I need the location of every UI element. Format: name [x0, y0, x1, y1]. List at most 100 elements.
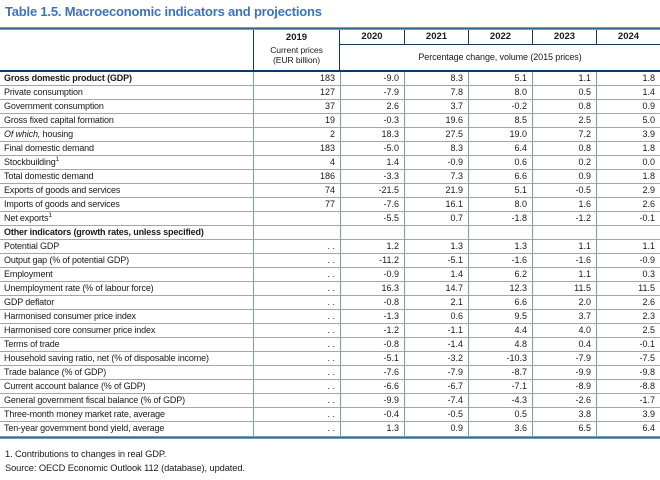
cell-2020	[340, 226, 404, 239]
cell-2022: 8.0	[468, 198, 532, 211]
row-label: Unemployment rate (% of labour force)	[4, 283, 154, 293]
cell-2024: 1.8	[596, 72, 660, 85]
table-row: Net exports1 -5.5 0.7 -1.8 -1.2 -0.1	[0, 212, 660, 226]
cell-2019: . .	[253, 394, 340, 407]
cell-2024: -9.8	[596, 366, 660, 379]
cell-2019: . .	[253, 324, 340, 337]
cell-2023: 1.1	[532, 268, 596, 281]
header-year-2024: 2024	[596, 30, 660, 44]
cell-2021: 0.6	[404, 310, 468, 323]
cell-2019: 127	[253, 86, 340, 99]
cell-2022: 6.6	[468, 296, 532, 309]
cell-2021: -7.9	[404, 366, 468, 379]
row-label: General government fiscal balance (% of …	[4, 395, 185, 405]
cell-2024: -0.1	[596, 338, 660, 351]
cell-2021: 21.9	[404, 184, 468, 197]
cell-2020: -3.3	[340, 170, 404, 183]
cell-2024: 2.5	[596, 324, 660, 337]
row-label-italic: Of which,	[4, 129, 41, 139]
row-label: Gross domestic product (GDP)	[4, 73, 132, 83]
cell-2024: -0.9	[596, 254, 660, 267]
cell-2019: . .	[253, 268, 340, 281]
row-label: Terms of trade	[4, 339, 60, 349]
cell-2024: 2.3	[596, 310, 660, 323]
cell-2024: -1.7	[596, 394, 660, 407]
cell-2023: 0.4	[532, 338, 596, 351]
cell-2024: 3.9	[596, 408, 660, 421]
table-row: Exports of goods and services 74 -21.5 21.9…	[0, 184, 660, 198]
cell-2024: 11.5	[596, 282, 660, 295]
cell-2022: -7.1	[468, 380, 532, 393]
row-label: Exports of goods and services	[4, 185, 121, 195]
cell-2024: 0.9	[596, 100, 660, 113]
cell-2019: . .	[253, 366, 340, 379]
table-row: Of which, housing 2 18.3 27.5 19.0 7.2 3.9	[0, 128, 660, 142]
header-year-2020: 2020	[361, 31, 383, 42]
cell-2021: 27.5	[404, 128, 468, 141]
cell-2023: -2.6	[532, 394, 596, 407]
footnote-marker: 1	[48, 212, 52, 219]
cell-2024: 2.6	[596, 198, 660, 211]
row-label: Employment	[4, 269, 53, 279]
cell-2019: 37	[253, 100, 340, 113]
row-label: Household saving ratio, net (% of dispos…	[4, 353, 209, 363]
header-2019-sub2: (EUR billion)	[273, 55, 320, 65]
cell-2021: 0.7	[404, 212, 468, 225]
table-row: Employment . . -0.9 1.4 6.2 1.1 0.3	[0, 268, 660, 282]
cell-2022	[468, 226, 532, 239]
cell-2023: 3.8	[532, 408, 596, 421]
cell-2024: -7.5	[596, 352, 660, 365]
table-row: Gross fixed capital formation 19 -0.3 19.6 8…	[0, 114, 660, 128]
cell-2023: 11.5	[532, 282, 596, 295]
header-year-row: 2020 2021 2022 2023 2024	[340, 30, 660, 45]
header-2019-sub1: Current prices	[270, 45, 323, 55]
row-label: Harmonised core consumer price index	[4, 325, 156, 335]
cell-2022: 6.4	[468, 142, 532, 155]
cell-2021: -5.1	[404, 254, 468, 267]
header-year-2022: 2022	[468, 30, 532, 44]
cell-2022: -1.8	[468, 212, 532, 225]
cell-2024: 0.3	[596, 268, 660, 281]
cell-2024: 1.8	[596, 142, 660, 155]
cell-2022: 1.3	[468, 240, 532, 253]
table-row: Harmonised core consumer price index . . -…	[0, 324, 660, 338]
cell-2022: 19.0	[468, 128, 532, 141]
row-label: Of which, housing	[4, 129, 73, 139]
row-label: Stockbuilding1	[4, 156, 60, 167]
cell-2024: 5.0	[596, 114, 660, 127]
row-label: Potential GDP	[4, 241, 60, 251]
cell-2019: . .	[253, 282, 340, 295]
cell-2021: 8.3	[404, 72, 468, 85]
cell-2023: 4.0	[532, 324, 596, 337]
cell-2019: . .	[253, 310, 340, 323]
cell-2022: 3.6	[468, 422, 532, 436]
table-row: Unemployment rate (% of labour force) . .…	[0, 282, 660, 296]
cell-2020: -7.6	[340, 198, 404, 211]
header-label-spacer	[0, 30, 253, 70]
cell-2023: -1.2	[532, 212, 596, 225]
cell-2022: 4.8	[468, 338, 532, 351]
cell-2020: -5.1	[340, 352, 404, 365]
table-row: Three-month money market rate, average . …	[0, 408, 660, 422]
table-row: Government consumption 37 2.6 3.7 -0.2 0.8 0.9	[0, 100, 660, 114]
cell-2024: 0.0	[596, 156, 660, 169]
cell-2019: . .	[253, 422, 340, 436]
macro-indicators-table: 2019 Current prices (EUR billion) 2020 2…	[0, 27, 660, 439]
cell-2019: 183	[253, 72, 340, 85]
cell-2024: 2.6	[596, 296, 660, 309]
row-label: Current account balance (% of GDP)	[4, 381, 146, 391]
cell-2021: 0.9	[404, 422, 468, 436]
cell-2020: -5.5	[340, 212, 404, 225]
row-label: Other indicators (growth rates, unless s…	[4, 227, 204, 237]
cell-2023: 0.2	[532, 156, 596, 169]
cell-2020: -5.0	[340, 142, 404, 155]
cell-2020: 16.3	[340, 282, 404, 295]
cell-2022: -0.2	[468, 100, 532, 113]
cell-2022: 8.0	[468, 86, 532, 99]
cell-2021: -1.1	[404, 324, 468, 337]
table-row: Other indicators (growth rates, unless s…	[0, 226, 660, 240]
cell-2022: 4.4	[468, 324, 532, 337]
cell-2020: 1.3	[340, 422, 404, 436]
cell-2020: -9.0	[340, 72, 404, 85]
row-label: Harmonised consumer price index	[4, 311, 136, 321]
